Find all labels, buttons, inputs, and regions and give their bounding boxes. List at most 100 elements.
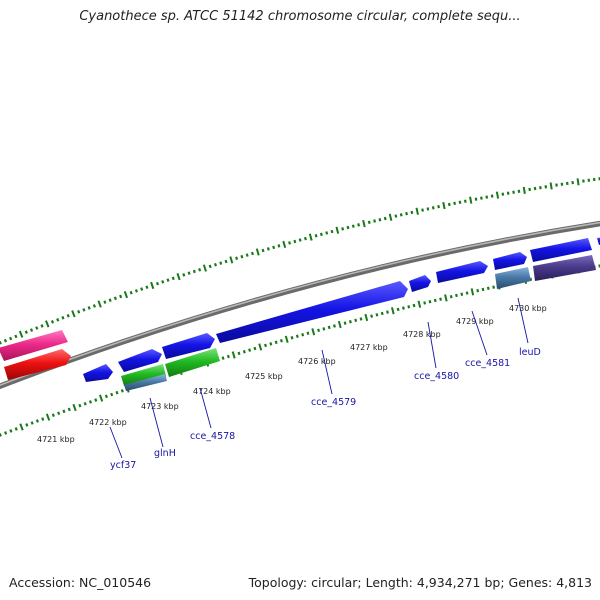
minor-tick xyxy=(354,318,358,323)
minor-tick xyxy=(426,207,430,211)
leader-line xyxy=(517,297,529,344)
gene-label-cce-4581[interactable]: cce_4581 xyxy=(465,358,510,369)
minor-tick xyxy=(455,293,458,298)
minor-tick xyxy=(357,223,361,227)
minor-tick xyxy=(24,330,28,334)
minor-tick xyxy=(35,326,39,330)
minor-tick xyxy=(67,407,71,412)
gene-feature[interactable] xyxy=(0,330,68,361)
major-tick xyxy=(45,413,51,421)
minor-tick xyxy=(383,216,387,221)
gene-feature[interactable] xyxy=(533,255,596,281)
minor-tick xyxy=(41,417,45,421)
minor-tick xyxy=(460,292,464,296)
minor-tick xyxy=(192,269,196,274)
gene-feature[interactable] xyxy=(495,267,531,289)
minor-tick xyxy=(253,346,257,351)
minor-tick xyxy=(277,244,281,248)
minor-tick xyxy=(14,427,18,431)
minor-tick xyxy=(480,196,483,200)
genome-summary-text: Topology: circular; Length: 4,934,271 bp… xyxy=(248,575,592,590)
minor-tick xyxy=(529,277,533,281)
tick-label: 4730 kbp xyxy=(509,304,547,313)
minor-tick xyxy=(474,197,478,201)
minor-tick xyxy=(410,210,414,215)
leader-line xyxy=(321,349,333,395)
minor-tick xyxy=(104,394,108,399)
minor-tick xyxy=(51,413,55,417)
gene-feature[interactable] xyxy=(4,349,71,380)
minor-tick xyxy=(103,300,107,304)
minor-tick xyxy=(492,285,496,289)
gene-feature[interactable] xyxy=(83,364,113,382)
minor-tick xyxy=(405,211,408,216)
outer-tick-track xyxy=(0,177,600,345)
minor-tick xyxy=(428,299,432,304)
gene-feature[interactable] xyxy=(165,348,220,377)
minor-tick xyxy=(423,301,427,305)
gene-feature[interactable] xyxy=(216,281,408,343)
minor-tick xyxy=(272,245,276,250)
minor-tick xyxy=(264,343,267,348)
major-tick xyxy=(470,288,475,296)
minor-tick xyxy=(359,317,363,321)
gene-label-cce-4579[interactable]: cce_4579 xyxy=(311,397,356,408)
gene-feature[interactable] xyxy=(436,261,488,283)
gene-feature[interactable] xyxy=(121,364,166,386)
major-tick xyxy=(415,207,419,215)
gene-label-cce-4580[interactable]: cce_4580 xyxy=(414,371,459,382)
major-tick xyxy=(98,394,104,402)
tick-label: 4722 kbp xyxy=(89,418,127,427)
tick-label: 4725 kbp xyxy=(245,372,283,381)
major-tick xyxy=(522,186,526,194)
minor-tick xyxy=(14,334,18,339)
major-tick xyxy=(549,182,553,190)
major-tick xyxy=(444,294,448,302)
minor-tick xyxy=(517,189,521,193)
gene-feature[interactable] xyxy=(409,275,431,292)
major-tick xyxy=(442,201,446,210)
gene-feature[interactable] xyxy=(162,333,215,359)
minor-tick xyxy=(261,248,265,253)
minor-tick xyxy=(458,200,462,204)
major-tick xyxy=(388,213,393,221)
gene-label-ycf37[interactable]: ycf37 xyxy=(110,460,136,471)
minor-tick xyxy=(380,311,384,316)
major-tick xyxy=(19,423,24,431)
gene-feature[interactable] xyxy=(118,349,162,372)
gene-feature[interactable] xyxy=(493,252,527,270)
minor-tick xyxy=(319,232,323,237)
gene-label-glnh[interactable]: glnH xyxy=(154,448,176,459)
minor-tick xyxy=(235,256,239,261)
major-tick xyxy=(417,300,422,308)
gene-feature[interactable] xyxy=(124,374,167,391)
minor-tick xyxy=(94,398,98,402)
major-tick xyxy=(231,351,236,359)
minor-tick xyxy=(378,218,382,222)
minor-tick xyxy=(219,261,223,265)
minor-tick xyxy=(343,321,347,325)
major-tick xyxy=(311,328,316,336)
major-tick xyxy=(123,290,129,299)
minor-tick xyxy=(57,411,61,416)
major-tick xyxy=(45,320,50,328)
minor-tick xyxy=(226,354,230,359)
gene-feature[interactable] xyxy=(597,237,600,245)
minor-tick xyxy=(412,303,416,308)
minor-tick xyxy=(108,298,112,302)
minor-tick xyxy=(110,392,114,397)
map-title: Cyanothece sp. ATCC 51142 chromosome cir… xyxy=(79,9,521,24)
minor-tick xyxy=(221,356,225,360)
minor-tick xyxy=(129,290,133,295)
gene-feature[interactable] xyxy=(530,238,592,262)
minor-tick xyxy=(29,328,34,332)
minor-tick xyxy=(463,199,467,203)
tick-label: 4721 kbp xyxy=(37,435,75,444)
gene-features xyxy=(0,237,600,391)
minor-tick xyxy=(304,236,307,241)
major-tick xyxy=(150,281,155,290)
gene-label-cce-4578[interactable]: cce_4578 xyxy=(190,431,235,442)
gene-label-leud[interactable]: leuD xyxy=(519,347,541,358)
minor-tick xyxy=(402,306,405,310)
